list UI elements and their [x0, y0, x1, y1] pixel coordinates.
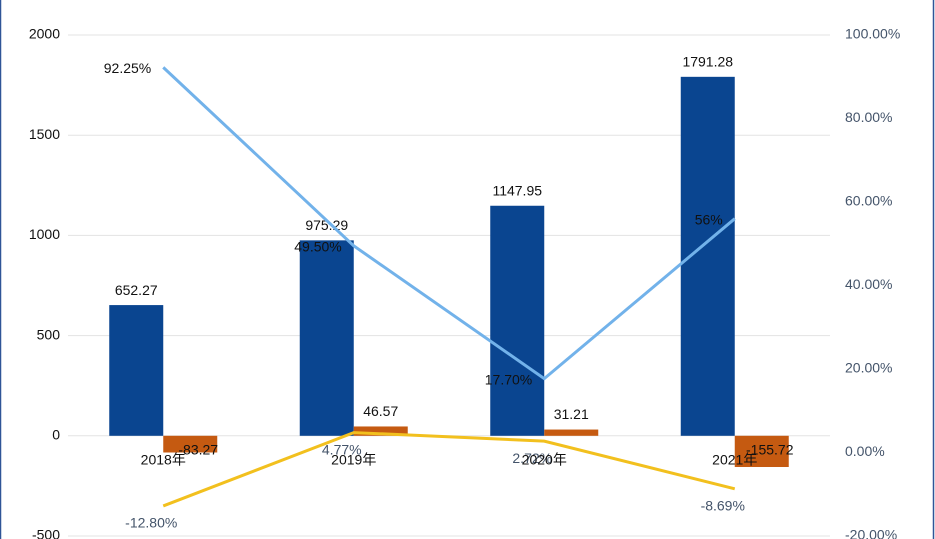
line-value-label: 4.77%: [322, 441, 362, 457]
x-tick-label: 2018年: [141, 452, 186, 468]
y-tick-label: 500: [37, 326, 61, 342]
line-value-label: 49.50%: [294, 239, 341, 255]
x-tick-label: 2021年: [712, 452, 757, 468]
line: [162, 66, 736, 381]
bar: [353, 426, 408, 436]
y2-tick-label: 80.00%: [845, 109, 892, 125]
y2-tick-label: 60.00%: [845, 193, 892, 209]
y2-tick-label: 40.00%: [845, 276, 892, 292]
bar-value-label: -83.27: [178, 442, 218, 458]
y-tick-label: 1500: [29, 126, 60, 142]
line-value-label: 56%: [695, 211, 723, 227]
bar-value-label: 652.27: [115, 282, 158, 298]
line: [162, 431, 736, 508]
bar: [299, 240, 354, 436]
line-value-label: -12.80%: [125, 515, 177, 531]
y2-tick-label: 100.00%: [845, 26, 900, 42]
bar: [490, 205, 545, 436]
line-value-label: 2.72%: [512, 450, 552, 466]
bar: [109, 305, 164, 436]
y-tick-label: 1000: [29, 226, 60, 242]
y-tick-label: -500: [32, 527, 60, 539]
bar-value-label: 1147.95: [492, 182, 542, 198]
y2-tick-label: 20.00%: [845, 360, 892, 376]
line-value-label: 17.70%: [485, 371, 532, 387]
line-value-label: -8.69%: [701, 497, 745, 513]
y2-tick-label: -20.00%: [845, 527, 897, 539]
bar-value-label: 31.21: [554, 406, 589, 422]
bar: [734, 435, 789, 468]
x-tick-label: 2019年: [331, 452, 376, 468]
bar-value-label: 46.57: [363, 403, 398, 419]
bar: [544, 429, 599, 436]
y2-tick-label: 0.00%: [845, 443, 885, 459]
bar-value-label: 1791.28: [682, 54, 733, 70]
y-tick-label: 2000: [29, 26, 60, 42]
line-value-label: 92.25%: [104, 60, 151, 76]
bar-value-label: -155.72: [746, 442, 794, 458]
x-tick-label: 2020年: [522, 452, 567, 468]
bar: [163, 435, 218, 453]
y-tick-label: 0: [52, 427, 60, 443]
